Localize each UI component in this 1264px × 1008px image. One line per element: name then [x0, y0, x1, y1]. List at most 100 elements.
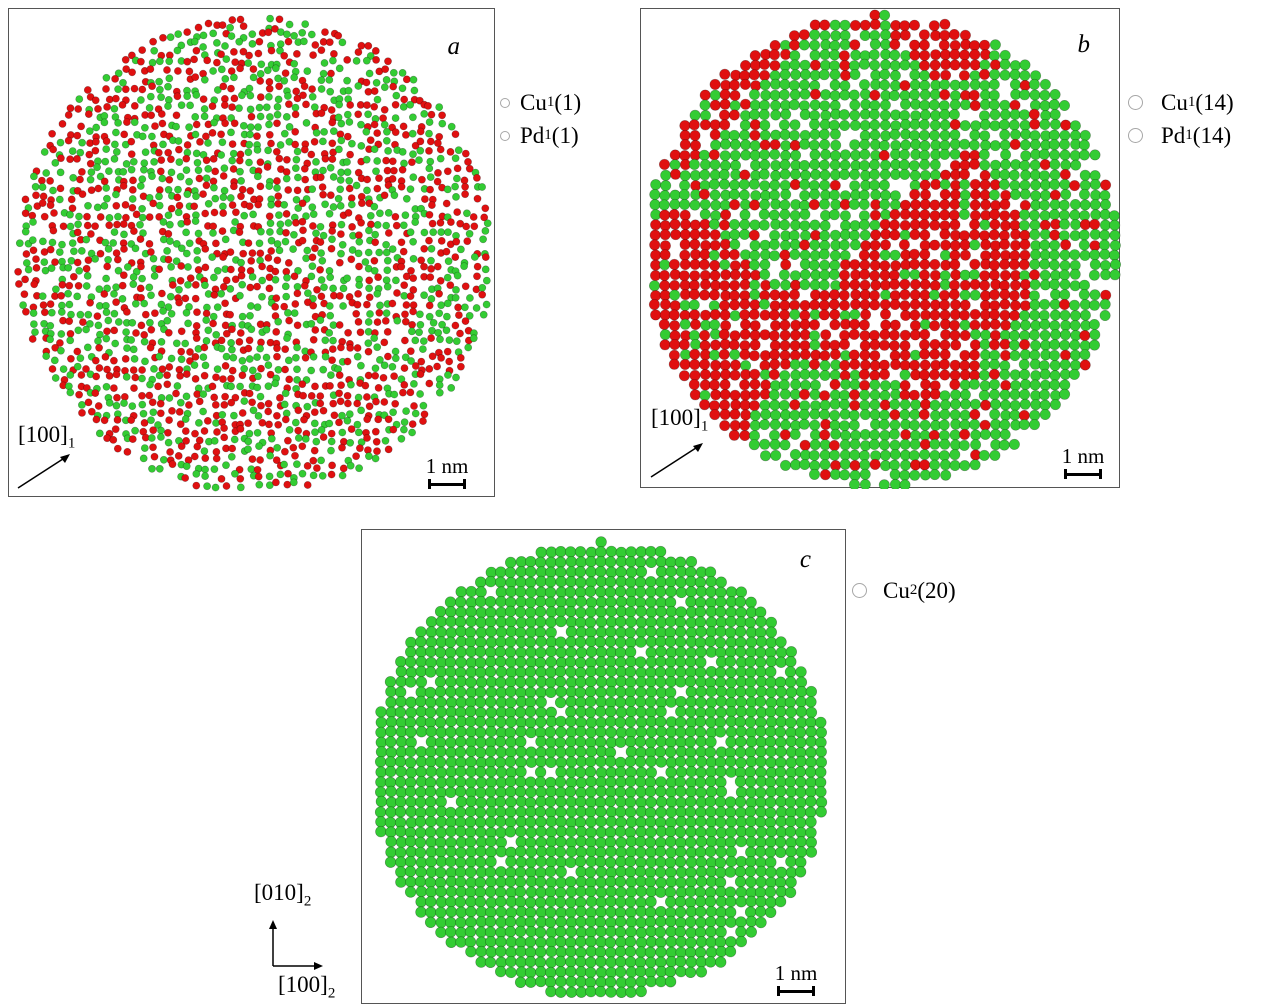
- atom: [84, 310, 93, 319]
- atom: [719, 98, 731, 110]
- atom: [818, 248, 830, 260]
- atom: [274, 317, 283, 326]
- atom: [434, 605, 447, 618]
- atom: [82, 325, 90, 334]
- atom: [969, 189, 981, 201]
- atom: [888, 90, 900, 102]
- atom: [705, 626, 718, 638]
- atom: [100, 118, 109, 127]
- atom: [92, 415, 101, 424]
- atom: [362, 127, 371, 136]
- atom: [384, 146, 392, 155]
- atom: [70, 247, 78, 256]
- atom: [210, 208, 219, 217]
- atom: [419, 417, 427, 425]
- atom: [800, 69, 812, 81]
- atom: [389, 408, 397, 417]
- atom: [979, 139, 991, 151]
- atom: [433, 362, 441, 371]
- atom: [749, 109, 761, 121]
- atom: [524, 666, 537, 678]
- atom: [565, 796, 578, 808]
- atom: [363, 101, 371, 109]
- atom: [1039, 100, 1051, 112]
- atom: [271, 379, 280, 388]
- atom: [815, 766, 827, 778]
- atom: [615, 726, 628, 739]
- atom: [371, 454, 380, 463]
- atom: [155, 464, 164, 473]
- atom: [525, 816, 537, 828]
- atom: [308, 253, 317, 262]
- atom: [929, 219, 941, 231]
- atom: [839, 279, 851, 291]
- atom: [102, 301, 110, 310]
- atom: [969, 308, 981, 320]
- atom: [1088, 269, 1100, 281]
- atom: [158, 119, 167, 128]
- atom: [919, 140, 931, 152]
- atom: [103, 365, 111, 374]
- atom: [213, 86, 222, 94]
- atom: [40, 258, 49, 266]
- atom: [163, 371, 171, 380]
- atom: [604, 586, 617, 598]
- atom: [110, 309, 119, 318]
- atom: [615, 776, 627, 788]
- direction-arrow-b: [650, 443, 703, 478]
- atom: [395, 655, 407, 668]
- atom-plot-c: [374, 536, 828, 998]
- atom: [1019, 278, 1031, 290]
- legend-swatch: [500, 130, 510, 141]
- atom: [725, 855, 737, 868]
- atom: [375, 174, 383, 183]
- atom: [455, 876, 467, 888]
- atom: [880, 59, 892, 71]
- atom: [749, 409, 761, 421]
- atom: [575, 646, 588, 659]
- atom: [919, 259, 931, 271]
- atom: [164, 82, 172, 91]
- atom: [790, 279, 802, 291]
- atom: [462, 222, 471, 231]
- atom: [605, 726, 617, 738]
- atom: [785, 786, 797, 798]
- atom: [282, 113, 291, 121]
- atom: [780, 459, 792, 471]
- atom: [154, 148, 163, 157]
- atom: [209, 177, 218, 186]
- atom: [669, 338, 681, 350]
- atom: [859, 379, 871, 391]
- atom: [406, 185, 415, 194]
- atom: [425, 806, 437, 818]
- atom: [275, 82, 283, 91]
- atom: [112, 94, 120, 103]
- atom: [362, 393, 371, 401]
- atom: [739, 379, 751, 391]
- atom: [879, 390, 891, 402]
- atom: [112, 370, 121, 379]
- atom: [1049, 199, 1061, 211]
- atom: [265, 78, 274, 86]
- atom: [715, 776, 727, 788]
- atom: [525, 756, 538, 768]
- atom: [858, 189, 870, 201]
- atom: [645, 635, 658, 648]
- atom: [293, 321, 302, 330]
- atom: [759, 129, 771, 141]
- atom: [979, 380, 991, 392]
- atom: [795, 706, 808, 718]
- atom: [362, 78, 371, 87]
- atom: [273, 177, 281, 185]
- atom: [535, 546, 547, 558]
- atom: [1009, 369, 1021, 381]
- atom: [465, 766, 477, 778]
- atom: [174, 185, 182, 194]
- atom: [1069, 319, 1081, 331]
- atom: [289, 230, 298, 239]
- atom: [420, 262, 428, 271]
- atom: [515, 565, 527, 578]
- atom: [764, 886, 777, 898]
- atom: [879, 199, 891, 211]
- atom: [338, 428, 347, 437]
